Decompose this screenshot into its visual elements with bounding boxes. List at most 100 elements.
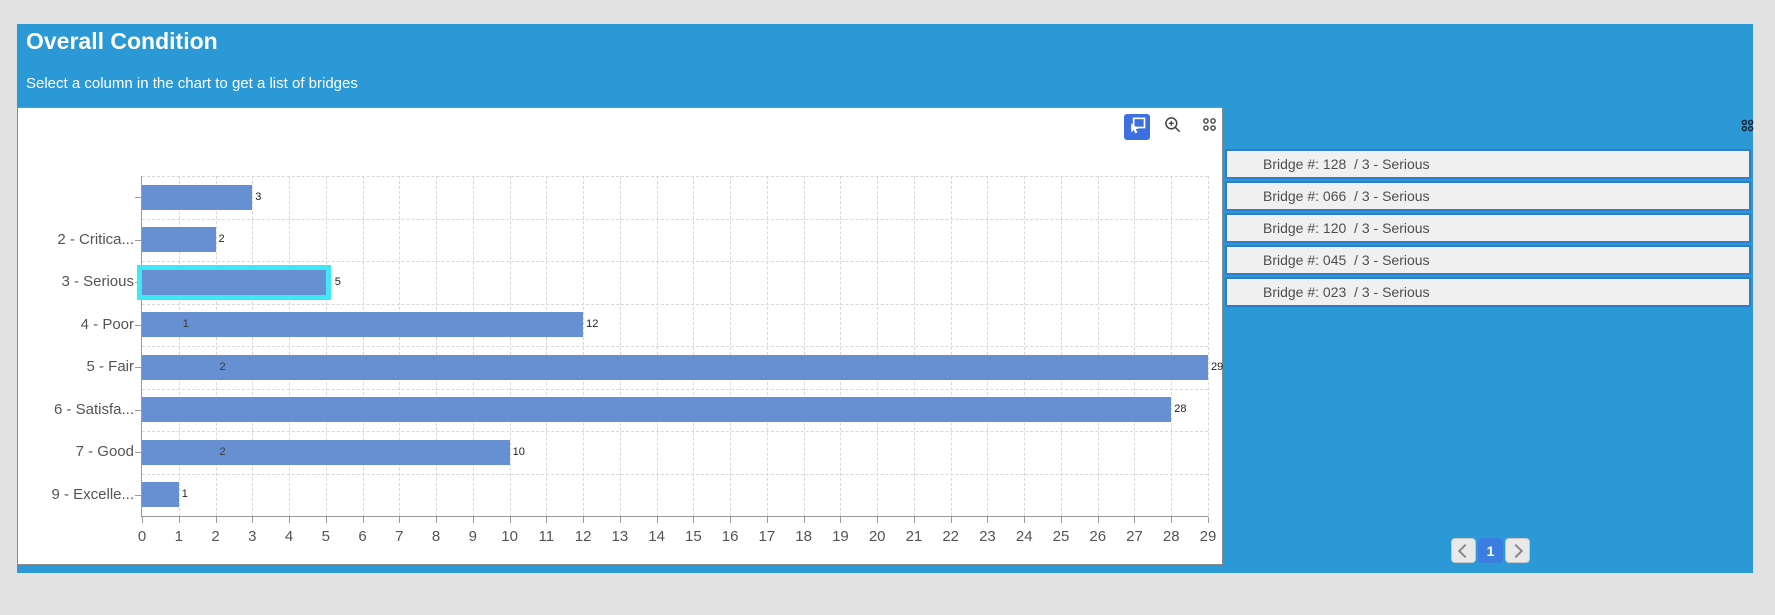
x-axis-label: 25 (1052, 528, 1070, 545)
x-axis-label: 19 (832, 528, 849, 545)
x-axis-tick (766, 517, 768, 523)
x-axis-tick (950, 517, 952, 523)
chevron-right-icon (1508, 543, 1524, 558)
x-axis-label: 3 (248, 528, 257, 545)
grid-dots-icon (1740, 118, 1755, 138)
x-axis-tick (546, 517, 548, 523)
x-axis-tick (436, 517, 438, 523)
bar-value-label: 28 (1174, 403, 1187, 416)
x-axis-label: 23 (979, 528, 996, 545)
x-axis-tick (325, 517, 327, 523)
x-axis-tick (1171, 517, 1173, 523)
bar-3 - Serious[interactable] (137, 264, 331, 300)
x-axis-tick (693, 517, 695, 523)
x-axis-tick (913, 517, 915, 523)
x-axis-tick (289, 517, 291, 523)
gridline-horizontal (142, 346, 1208, 347)
y-axis-tick (135, 324, 142, 326)
prev-page-button[interactable] (1451, 538, 1476, 563)
bar-value-label: 3 (255, 190, 262, 203)
x-axis-label: 10 (501, 528, 518, 545)
bar-value-label: 5 (334, 275, 341, 288)
y-axis-label: 9 - Excelle... (51, 485, 134, 503)
x-axis-label: 8 (431, 528, 441, 545)
zoom-in-button[interactable] (1160, 114, 1186, 140)
bar-2 - Critica...[interactable] (142, 227, 216, 253)
gridline-horizontal (142, 473, 1208, 475)
bar-9 - Excelle...[interactable] (142, 482, 179, 508)
x-axis-label: 2 (211, 528, 220, 545)
x-axis-tick (1060, 517, 1062, 523)
marquee-select-button[interactable] (1124, 114, 1150, 140)
x-axis-label: 1 (174, 528, 183, 545)
gridline-vertical (1208, 176, 1209, 516)
y-axis-label: 7 - Good (75, 443, 134, 461)
list-item[interactable]: Bridge #: 023 / 3 - Serious (1225, 277, 1751, 307)
list-item[interactable]: Bridge #: 045 / 3 - Serious (1225, 245, 1751, 275)
x-axis-tick (399, 517, 401, 523)
x-axis-tick (509, 517, 511, 523)
gridline-horizontal (142, 431, 1208, 432)
x-axis-label: 15 (685, 528, 702, 545)
next-page-button[interactable] (1505, 538, 1530, 563)
zoom-in-icon (1163, 115, 1183, 140)
x-axis-tick (730, 517, 732, 523)
y-axis-label: 3 - Serious (61, 273, 134, 291)
gridline-horizontal (142, 176, 1208, 177)
x-axis-label: 4 (284, 528, 294, 545)
x-axis-tick (142, 517, 143, 523)
x-axis-label: 9 (468, 528, 477, 545)
bar-secondary-label: 1 (182, 318, 189, 331)
x-axis-tick (1134, 517, 1136, 523)
subtitle: Select a column in the chart to get a li… (26, 75, 358, 92)
bar-value-label: 10 (512, 445, 525, 458)
panel-menu-button[interactable] (1734, 115, 1760, 141)
x-axis-label: 0 (137, 528, 147, 545)
x-axis-tick (1097, 517, 1099, 523)
y-axis-tick (135, 452, 142, 454)
x-axis-label: 16 (721, 528, 739, 545)
x-axis-tick (252, 517, 254, 523)
chart-toolbar (1124, 113, 1222, 141)
list-item[interactable]: Bridge #: 128 / 3 - Serious (1225, 149, 1751, 179)
page-number-button[interactable]: 1 (1478, 538, 1503, 563)
y-axis-tick (135, 239, 142, 241)
marquee-select-icon (1127, 115, 1147, 140)
x-axis-label: 7 (395, 528, 404, 545)
page-title: Overall Condition (26, 28, 218, 54)
x-axis-label: 22 (942, 528, 960, 545)
x-axis-label: 12 (574, 528, 592, 545)
y-axis-tick (135, 282, 142, 284)
bar-4 - Poor[interactable] (142, 312, 584, 338)
x-axis-tick (472, 517, 474, 523)
chart-menu-button[interactable] (1196, 114, 1222, 140)
x-axis-tick (215, 517, 217, 523)
chevron-left-icon (1457, 543, 1473, 558)
y-axis-tick (135, 367, 142, 369)
pagination: 1 (1451, 538, 1530, 563)
grid-dots-icon (1201, 116, 1218, 138)
bar-value-label: 1 (181, 488, 188, 501)
y-axis-label: 6 - Satisfa... (53, 400, 134, 418)
bar-5 - Fair[interactable] (142, 354, 1208, 380)
bar-6 - Satisfa...[interactable] (142, 397, 1172, 423)
x-axis-tick (1024, 517, 1026, 523)
gridline-horizontal (142, 261, 1208, 262)
bar-row-0[interactable] (142, 184, 253, 210)
x-axis-tick (877, 517, 879, 523)
x-axis-label: 5 (321, 528, 330, 545)
x-axis-tick (1208, 517, 1209, 523)
y-axis-tick (135, 197, 142, 199)
y-axis-label: 2 - Critica... (57, 230, 134, 248)
list-item[interactable]: Bridge #: 120 / 3 - Serious (1225, 213, 1751, 243)
bar-7 - Good[interactable] (142, 439, 510, 465)
x-axis-label: 26 (1089, 528, 1107, 545)
y-axis-tick (135, 409, 142, 411)
x-axis-label: 17 (758, 528, 776, 545)
gridline-horizontal (142, 303, 1208, 305)
x-axis-label: 14 (648, 528, 665, 545)
x-axis-label: 6 (358, 528, 367, 545)
list-item[interactable]: Bridge #: 066 / 3 - Serious (1225, 181, 1751, 211)
